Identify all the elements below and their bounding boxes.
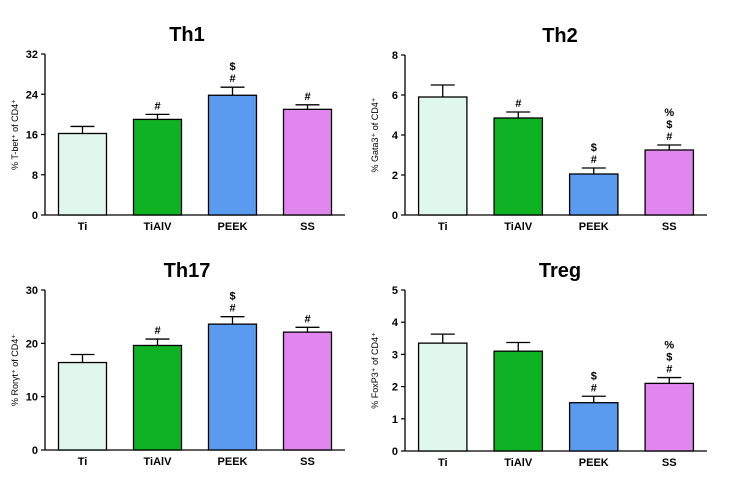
chart-panel-th1: Th1 % T-bet⁺ of CD4⁺ 0 8 16 24 32 Ti TiAlV # PEEK #… bbox=[10, 24, 345, 233]
bar-tialv bbox=[132, 118, 183, 216]
y-tick-label: 0 bbox=[32, 445, 38, 457]
x-category-label: Ti bbox=[78, 456, 88, 468]
significance-marker: $ bbox=[591, 142, 597, 154]
significance-marker: # bbox=[229, 303, 235, 315]
x-category-label: TiAlV bbox=[144, 456, 173, 468]
y-tick-label: 4 bbox=[392, 130, 399, 142]
y-tick-label: 20 bbox=[26, 338, 38, 350]
chart-title: Th2 bbox=[542, 25, 578, 47]
y-tick-label: 2 bbox=[392, 382, 398, 394]
significance-marker: # bbox=[304, 91, 310, 103]
x-category-label: Ti bbox=[78, 221, 88, 233]
significance-marker: $ bbox=[229, 61, 235, 73]
y-tick-label: 10 bbox=[26, 392, 38, 404]
bar-tialv bbox=[493, 350, 544, 452]
y-tick-label: 8 bbox=[32, 170, 38, 182]
y-tick-label: 3 bbox=[392, 349, 398, 361]
x-category-label: SS bbox=[662, 221, 677, 233]
x-category-label: SS bbox=[300, 456, 315, 468]
bar-ss bbox=[282, 331, 333, 451]
chart-title: Th1 bbox=[169, 24, 205, 46]
y-tick-label: 0 bbox=[32, 210, 38, 222]
y-tick-label: 8 bbox=[392, 50, 398, 62]
bar-tialv bbox=[132, 344, 183, 451]
significance-marker: $ bbox=[666, 352, 672, 364]
x-category-label: PEEK bbox=[218, 456, 248, 468]
y-tick-label: 32 bbox=[26, 49, 38, 61]
significance-marker: $ bbox=[591, 370, 597, 382]
x-category-label: PEEK bbox=[579, 221, 609, 233]
bar-peek bbox=[568, 173, 619, 216]
chart-title: Th17 bbox=[164, 260, 211, 282]
bar-ss bbox=[644, 149, 695, 216]
y-tick-label: 0 bbox=[392, 446, 398, 458]
x-category-label: SS bbox=[300, 221, 315, 233]
y-axis-label: % Gata3⁺ of CD4⁺ bbox=[370, 97, 380, 172]
bar-peek bbox=[568, 402, 619, 452]
bar-tialv bbox=[493, 117, 544, 216]
significance-marker: # bbox=[591, 154, 597, 166]
significance-marker: $ bbox=[666, 119, 672, 131]
significance-marker: # bbox=[304, 313, 310, 325]
significance-marker: # bbox=[515, 98, 521, 110]
y-tick-label: 5 bbox=[392, 285, 398, 297]
y-tick-label: 0 bbox=[392, 210, 398, 222]
y-tick-label: 1 bbox=[392, 414, 398, 426]
bar-ss bbox=[282, 108, 333, 216]
y-axis-label: % T-bet⁺ of CD4⁺ bbox=[10, 99, 20, 170]
x-category-label: PEEK bbox=[218, 221, 248, 233]
x-category-label: Ti bbox=[438, 457, 448, 469]
significance-marker: # bbox=[229, 73, 235, 85]
y-tick-label: 6 bbox=[392, 90, 398, 102]
bar-ti bbox=[417, 96, 468, 216]
bar-peek bbox=[207, 323, 258, 451]
significance-marker: # bbox=[666, 131, 672, 143]
bar-ss bbox=[644, 382, 695, 452]
chart-panel-th17: Th17 % Rorγt⁺ of CD4⁺ 0 10 20 30 Ti TiAlV # PEEK #… bbox=[10, 260, 345, 468]
x-category-label: TiAlV bbox=[504, 221, 533, 233]
y-axis-label: % FoxP3⁺ of CD4⁺ bbox=[370, 332, 380, 409]
y-tick-label: 2 bbox=[392, 170, 398, 182]
bar-ti bbox=[57, 361, 108, 451]
y-tick-label: 4 bbox=[392, 317, 399, 329]
x-category-label: TiAlV bbox=[504, 457, 533, 469]
y-tick-label: 16 bbox=[26, 130, 38, 142]
x-category-label: SS bbox=[662, 457, 677, 469]
x-category-label: TiAlV bbox=[144, 221, 173, 233]
significance-marker: # bbox=[591, 382, 597, 394]
x-category-label: PEEK bbox=[579, 457, 609, 469]
significance-marker: # bbox=[154, 325, 160, 337]
chart-title: Treg bbox=[539, 260, 581, 282]
bar-ti bbox=[417, 342, 468, 452]
y-axis-label: % Rorγt⁺ of CD4⁺ bbox=[10, 334, 20, 406]
y-tick-label: 24 bbox=[26, 89, 39, 101]
bar-ti bbox=[57, 132, 108, 216]
significance-marker: % bbox=[664, 107, 674, 119]
significance-marker: % bbox=[664, 340, 674, 352]
significance-marker: $ bbox=[229, 291, 235, 303]
x-category-label: Ti bbox=[438, 221, 448, 233]
y-tick-label: 30 bbox=[26, 285, 38, 297]
significance-marker: # bbox=[666, 364, 672, 376]
significance-marker: # bbox=[154, 100, 160, 112]
bar-peek bbox=[207, 94, 258, 216]
